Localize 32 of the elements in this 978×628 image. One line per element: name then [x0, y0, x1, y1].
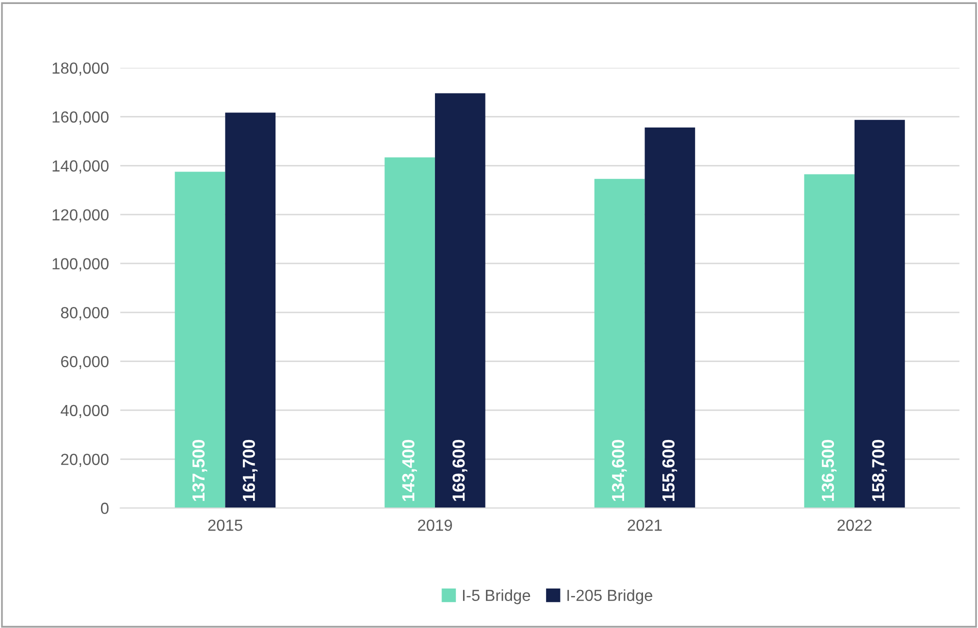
bar	[644, 128, 696, 508]
y-tick-label: 60,000	[61, 356, 109, 370]
data-label: 134,600	[612, 440, 627, 501]
y-tick-label: 80,000	[61, 307, 109, 320]
data-label: 143,400	[402, 440, 417, 501]
data-label: 169,600	[452, 440, 468, 501]
data-label: 136,500	[822, 440, 837, 501]
y-tick-label: 20,000	[61, 454, 109, 467]
x-tick-label: 2022	[838, 520, 872, 531]
y-tick-label: 180,000	[52, 62, 109, 76]
bar	[225, 112, 276, 508]
data-label: 158,700	[872, 440, 887, 501]
bar	[384, 157, 435, 508]
bar	[854, 120, 905, 508]
y-tick-label: 120,000	[52, 209, 109, 222]
y-tick-label: 160,000	[52, 111, 109, 125]
legend-label: I-5 Bridge	[463, 589, 530, 604]
y-tick-label: 100,000	[52, 258, 109, 272]
x-tick-label: 2019	[418, 520, 452, 531]
y-tick-label: 40,000	[60, 404, 109, 418]
x-tick-label: 2021	[628, 520, 662, 531]
data-label: 161,700	[242, 440, 258, 501]
data-label: 137,500	[192, 440, 208, 501]
y-tick-label: 140,000	[52, 160, 109, 174]
bar	[804, 174, 855, 508]
bar	[594, 178, 645, 508]
data-label: 155,600	[662, 440, 678, 501]
legend-label: I-205 Bridge	[567, 589, 652, 604]
y-tick-label: 0	[100, 502, 109, 514]
bar	[434, 93, 486, 508]
x-tick-label: 2015	[208, 520, 242, 531]
bar	[174, 172, 226, 508]
